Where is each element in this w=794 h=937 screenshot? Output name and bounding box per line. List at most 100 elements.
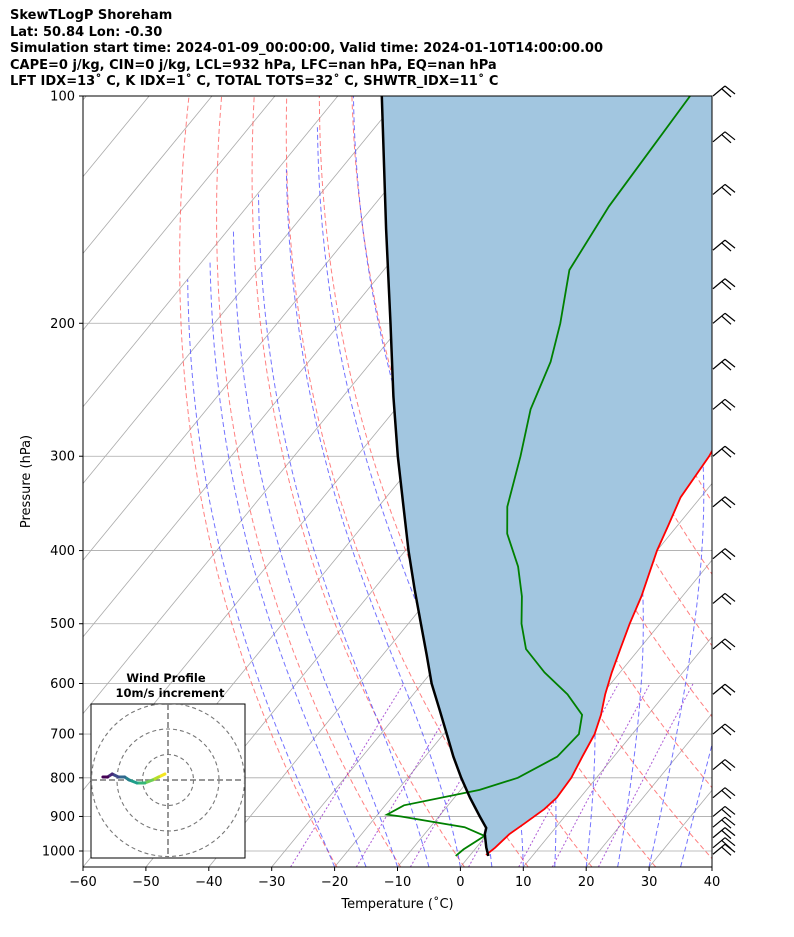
wind-barb-flag (721, 551, 732, 561)
dewpoint-line (384, 96, 691, 857)
dry-adiabat (709, 96, 712, 103)
indices-text: LFT IDX=13˚ C, K IDX=1˚ C, TOTAL TOTS=32… (10, 74, 499, 89)
wind-barb (712, 239, 736, 252)
x-tick-label: 30 (641, 875, 658, 890)
mixing-ratio-line (551, 683, 651, 867)
wind-barb-flag (724, 239, 736, 249)
wind-barb (712, 131, 736, 144)
dry-adiabat (743, 96, 794, 867)
x-tick-label: 0 (456, 875, 464, 890)
moist-adiabat (232, 228, 398, 867)
wind-barb-flag (721, 361, 732, 371)
wind-barb (712, 683, 736, 696)
wind-barb (712, 183, 736, 196)
wind-barb-flag (724, 592, 736, 602)
wind-barb-staff (712, 683, 726, 695)
wind-barb (712, 787, 736, 800)
wind-barb-flag (724, 496, 736, 506)
isotherm-line (83, 96, 402, 485)
wind-barb (712, 759, 736, 771)
wind-barb-flag (724, 312, 736, 322)
y-tick-label: 400 (50, 544, 75, 559)
wind-barb-flag (724, 787, 736, 797)
cin-shading (381, 96, 712, 856)
wind-barb (712, 827, 736, 840)
wind-barb-flag (721, 242, 732, 252)
wind-barb (712, 398, 736, 411)
wind-barb-staff (712, 445, 726, 457)
wind-barb-flag (724, 759, 736, 769)
wind-barb-staff (712, 592, 726, 604)
wind-barb (712, 496, 736, 509)
dry-adiabat (775, 96, 794, 867)
y-tick-label: 1000 (42, 845, 75, 860)
wind-barb-staff (712, 548, 726, 560)
wind-barb (712, 312, 736, 325)
wind-barb-staff (712, 278, 726, 290)
isotherm-line (585, 712, 712, 867)
wind-barb-flag (724, 131, 736, 141)
isotherm-line (83, 96, 213, 254)
wind-barb-staff (712, 816, 726, 828)
hodograph-subtitle: 10m/s increment (116, 686, 225, 700)
y-tick-label: 300 (50, 450, 75, 465)
wind-barb-flag (721, 595, 732, 605)
wind-barb-staff (712, 358, 726, 370)
wind-barb-flag (721, 809, 732, 818)
wind-barb-flag (724, 445, 736, 455)
wind-barb (712, 723, 736, 736)
wind-barb (712, 837, 736, 850)
wind-barb-flag (724, 683, 736, 693)
x-tick-label: 10 (515, 875, 532, 890)
location-text: Lat: 50.84 Lon: -0.30 (10, 24, 163, 40)
wind-barb-staff (712, 312, 726, 324)
y-tick-label: 900 (50, 810, 75, 825)
wind-barb-staff (712, 805, 726, 817)
wind-barb-flag (721, 830, 732, 840)
wind-barb (712, 592, 736, 605)
wind-barb-flag (721, 134, 732, 144)
hodograph-title: Wind Profile (126, 671, 206, 685)
isotherm-line (83, 96, 87, 101)
wind-barb-flag (724, 805, 736, 815)
chart-title: SkewTLogP Shoreham (10, 8, 173, 23)
x-tick-label: −30 (258, 875, 285, 890)
y-tick-label: 100 (50, 90, 75, 105)
isotherm-line (83, 96, 464, 561)
x-tick-label: −20 (321, 875, 348, 890)
wind-barb (712, 843, 736, 856)
wind-barb-flag (721, 790, 732, 800)
wind-barb-flag (721, 281, 732, 291)
wind-barb-flag (721, 315, 732, 325)
wind-barb-staff (712, 843, 726, 855)
mixing-ratio-line (290, 683, 405, 867)
mixing-ratio-line (597, 683, 694, 867)
wind-barb-staff (712, 759, 726, 770)
wind-barb-flag (724, 548, 736, 558)
y-tick-label: 200 (50, 317, 75, 332)
moist-adiabat (187, 279, 336, 867)
wind-barb-flag (721, 846, 732, 856)
wind-barb (712, 816, 736, 829)
wind-barb-flag (724, 816, 736, 826)
wind-barb-staff (712, 239, 726, 251)
wind-barb-staff (712, 723, 726, 735)
wind-barb-flag (721, 186, 732, 196)
moist-adiabat (285, 169, 461, 867)
x-tick-label: −40 (195, 875, 222, 890)
wind-barb (712, 358, 736, 371)
wind-barb-staff (712, 496, 726, 508)
wind-barb-flag (724, 85, 736, 95)
y-tick-label: 600 (50, 677, 75, 692)
isotherm-line (522, 636, 712, 867)
wind-barb-flag (724, 837, 736, 847)
x-tick-label: 20 (578, 875, 595, 890)
wind-barb-flag (724, 723, 736, 733)
wind-barb-flag (721, 762, 732, 771)
y-tick-label: 700 (50, 728, 75, 743)
x-tick-label: 40 (704, 875, 721, 890)
wind-barb-flag (721, 686, 732, 696)
wind-barb-staff (712, 398, 726, 410)
wind-barb-flag (724, 183, 736, 193)
wind-barb (712, 805, 736, 818)
